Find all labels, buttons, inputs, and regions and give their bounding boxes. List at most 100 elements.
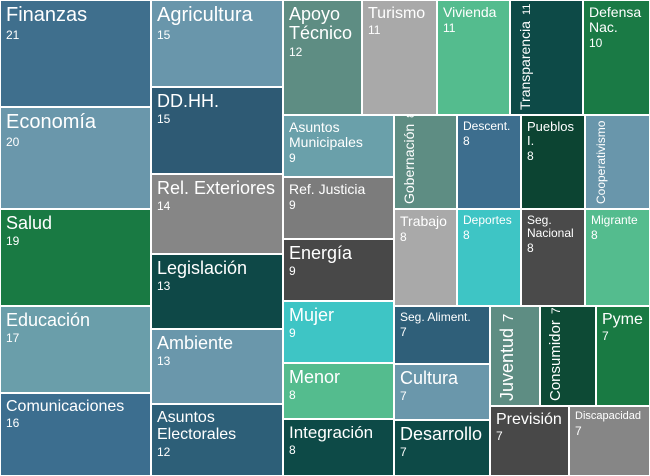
tile-value: 8 [527,240,534,255]
treemap-tile[interactable]: Deportes 8 [457,209,521,306]
treemap-tile[interactable]: Integración 8 [283,419,394,476]
treemap-tile[interactable]: Agricultura 15 [151,0,283,87]
tile-value: 11 [443,21,456,36]
treemap-tile[interactable]: Finanzas 21 [0,0,151,107]
treemap-tile[interactable]: Salud 19 [0,209,151,306]
tile-value: 12 [157,444,171,459]
tile-value: 7 [549,307,563,315]
tile-value: 8 [289,443,296,458]
tile-value: 7 [575,423,582,438]
tile-value: 13 [157,279,171,294]
tile-label: Pueblos I. [527,119,574,149]
tile-label: Educación [6,310,91,330]
tile-label: Rel. Exteriores [157,178,276,198]
tile-value: 10 [589,36,603,51]
treemap-tile[interactable]: Ambiente 13 [151,329,283,404]
tile-label: Consumidor [547,320,564,401]
tile-value: 8 [591,227,598,242]
tile-label: Pyme [602,311,643,328]
treemap-tile[interactable]: Seg. Aliment. 7 [394,306,490,364]
treemap-tile[interactable]: Desarrollo 7 [394,420,490,476]
tile-label: Migrante [591,213,638,227]
tile-value: 8 [527,149,534,164]
tile-label: Integración [289,423,374,442]
tile-value: 9 [289,198,296,213]
tile-label: Turismo [368,5,426,22]
tile-value: 7 [400,389,407,404]
tile-label: Trabajo [400,213,447,229]
treemap-tile[interactable]: Defensa Nac. 10 [583,0,650,115]
tile-label: Seg. Nacional [527,213,574,240]
treemap-tile[interactable]: Gobernación 8 [394,115,457,209]
treemap-tile[interactable]: Trabajo 8 [394,209,457,306]
treemap-tile[interactable]: Legislación 13 [151,254,283,329]
tile-value: 15 [157,27,171,42]
treemap-tile[interactable]: Transparencia 11 [510,0,583,115]
tile-value: 7 [602,329,609,344]
tile-value: 9 [289,264,296,279]
treemap-tile[interactable]: Menor 8 [283,363,394,419]
tile-label: Transparencia [517,21,533,110]
treemap-tile[interactable]: Seg. Nacional 8 [521,209,585,306]
treemap-tile[interactable]: Consumidor 7 [540,306,596,406]
treemap-tile[interactable]: Asuntos Electorales 12 [151,404,283,476]
treemap-tile[interactable]: Energía 9 [283,239,394,301]
tile-value: 13 [157,354,171,369]
treemap-tile[interactable]: Mujer 9 [283,301,394,363]
treemap-tile[interactable]: DD.HH. 15 [151,87,283,174]
treemap-tile[interactable]: Pueblos I. 8 [521,115,585,209]
treemap-tile[interactable]: Asuntos Municipales 9 [283,115,394,177]
tile-value: 8 [463,133,470,148]
tile-value: 16 [6,416,20,431]
tile-label: Defensa Nac. [589,4,642,36]
tile-label: DD.HH. [157,91,219,111]
tile-label: Previsión [496,411,562,428]
tile-label: Cooperativismo [594,120,608,204]
treemap-tile[interactable]: Ref. Justicia 9 [283,177,394,239]
treemap-tile[interactable]: Vivienda 11 [437,0,510,115]
tile-label: Gobernación [401,123,417,204]
tile-value: 11 [521,3,533,16]
treemap-tile[interactable]: Cooperativismo8 [585,115,650,209]
tile-label: Descent. [463,119,511,133]
tile-label: Menor [289,367,341,387]
tile-value: 11 [368,23,381,38]
tile-label: Cultura [400,368,459,388]
tile-label: Ambiente [157,333,234,353]
treemap-tile[interactable]: Descent. 8 [457,115,521,209]
tile-value: 9 [289,326,296,341]
tile-label: Legislación [157,258,248,278]
tile-value: 21 [6,27,20,42]
treemap-tile[interactable]: Previsión 7 [490,406,569,476]
tile-value: 17 [6,331,20,346]
tile-value: 9 [289,151,296,166]
treemap-tile[interactable]: Migrante 8 [585,209,650,306]
tile-label: Apoyo Técnico [289,4,353,44]
treemap-tile[interactable]: Cultura 7 [394,364,490,420]
tile-value: 15 [157,112,171,127]
tile-label: Seg. Aliment. [400,310,471,324]
treemap-tile[interactable]: Apoyo Técnico 12 [283,0,362,115]
treemap-tile[interactable]: Discapacidad 7 [569,406,650,476]
treemap-tile[interactable]: Educación 17 [0,306,151,393]
tile-value: 7 [500,313,517,322]
tile-label: Ref. Justicia [289,181,366,197]
tile-label: Discapacidad [575,410,642,422]
tile-label: Economía [6,111,97,133]
treemap-tile[interactable]: Juventud 7 [490,306,540,406]
tile-label: Asuntos Municipales [289,119,363,151]
treemap-tile[interactable]: Comunicaciones 16 [0,393,151,476]
treemap-tile[interactable]: Rel. Exteriores 14 [151,174,283,254]
tile-value: 8 [289,388,296,403]
tile-value: 19 [6,234,20,249]
tile-value: 7 [400,324,407,339]
tile-value: 14 [157,199,171,214]
tile-value: 20 [6,134,20,149]
treemap-tile[interactable]: Economía 20 [0,107,151,209]
tile-label: Energía [289,243,353,263]
treemap-tile[interactable]: Turismo 11 [362,0,437,115]
tile-label: Asuntos Electorales [157,409,237,444]
treemap-tile[interactable]: Pyme 7 [596,306,650,406]
tile-value: 8 [400,230,407,245]
